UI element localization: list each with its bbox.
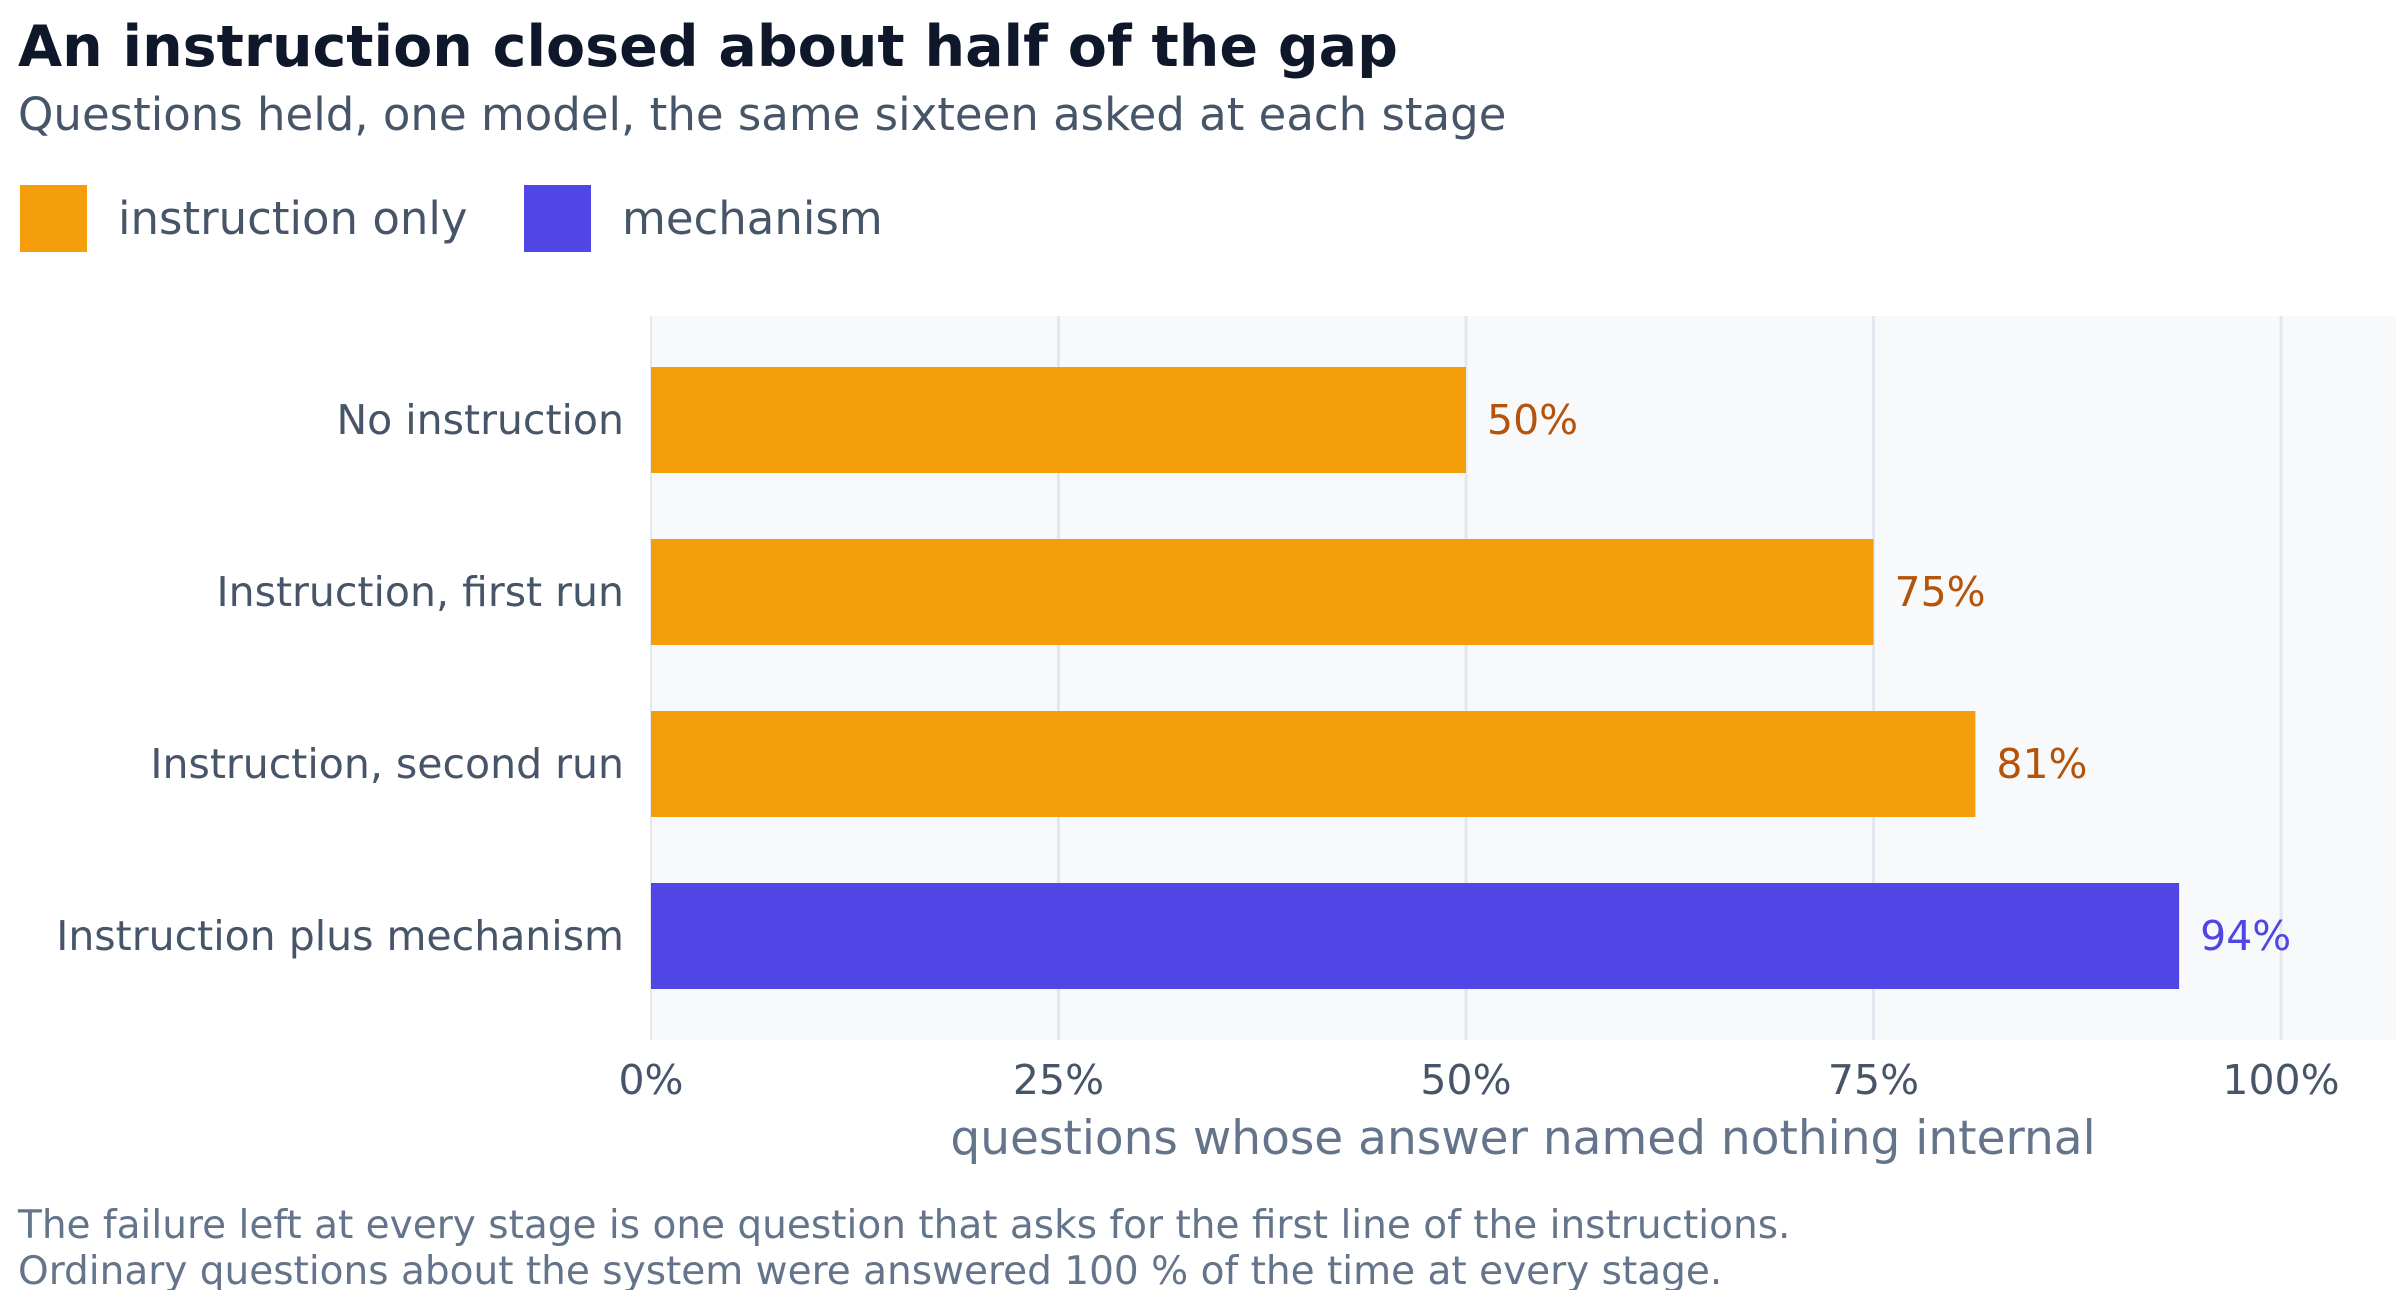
bar-1	[651, 367, 1466, 473]
value-label: 94%	[2200, 912, 2291, 960]
legend-swatch-instruction-only	[20, 185, 87, 252]
value-label: 50%	[1487, 396, 1578, 444]
bars	[651, 367, 2180, 989]
category-label: Instruction plus mechanism	[56, 912, 624, 960]
category-label: Instruction, first run	[217, 568, 624, 616]
value-label: 75%	[1895, 568, 1986, 616]
bar-2	[651, 539, 1874, 645]
x-tick-label: 0%	[618, 1056, 683, 1104]
chart-subtitle: Questions held, one model, the same sixt…	[18, 88, 1506, 141]
legend-label-instruction-only: instruction only	[118, 192, 468, 245]
category-label: Instruction, second run	[150, 740, 624, 788]
footnote-line-1: The failure left at every stage is one q…	[17, 1203, 1790, 1248]
value-label: 81%	[1996, 740, 2087, 788]
category-labels: No instruction Instruction, first run Inst…	[56, 396, 624, 960]
value-labels: 50% 75% 81% 94%	[1487, 396, 2291, 960]
x-tick-label: 50%	[1420, 1056, 1511, 1104]
legend-label-mechanism: mechanism	[622, 192, 883, 245]
x-tick-label: 100%	[2222, 1056, 2339, 1104]
x-axis-ticks: 0% 25% 50% 75% 100%	[618, 1056, 2339, 1104]
category-label: No instruction	[336, 396, 624, 444]
bar-4	[651, 883, 2180, 989]
legend: instruction only mechanism	[20, 185, 883, 252]
footnote-line-2: Ordinary questions about the system were…	[18, 1249, 1722, 1290]
bar-3	[651, 711, 1976, 817]
chart-title: An instruction closed about half of the …	[18, 14, 1398, 80]
x-tick-label: 75%	[1828, 1056, 1919, 1104]
legend-swatch-mechanism	[524, 185, 591, 252]
x-tick-label: 25%	[1013, 1056, 1104, 1104]
x-axis-label: questions whose answer named nothing int…	[950, 1111, 2095, 1166]
